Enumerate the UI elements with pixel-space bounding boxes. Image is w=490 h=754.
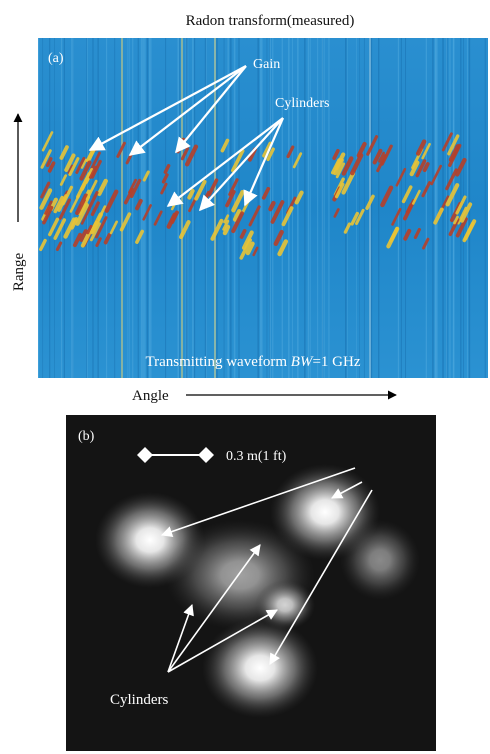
x-axis-label: Angle bbox=[132, 388, 169, 404]
cylinders-annotation: Cylinders bbox=[275, 96, 329, 111]
gain-annotation: Gain bbox=[253, 57, 280, 72]
panel-a-label: (a) bbox=[48, 51, 64, 66]
caption-text: =1 GHz bbox=[312, 354, 360, 370]
caption-text: Transmitting waveform bbox=[146, 354, 291, 370]
panel-a-caption: Transmitting waveform BW=1 GHz bbox=[146, 354, 361, 370]
cylinders-label: Cylinders bbox=[110, 692, 168, 708]
panel-b-label: (b) bbox=[78, 429, 95, 444]
texture bbox=[270, 203, 273, 209]
texture bbox=[425, 164, 428, 170]
figure: Radon transform(measured) (a) Gain Cylin… bbox=[0, 0, 490, 754]
y-axis-label: Range bbox=[11, 253, 27, 292]
panel-a-title: Radon transform(measured) bbox=[186, 13, 355, 29]
caption-variable: BW bbox=[291, 354, 314, 370]
scale-bar-label: 0.3 m(1 ft) bbox=[226, 449, 287, 464]
